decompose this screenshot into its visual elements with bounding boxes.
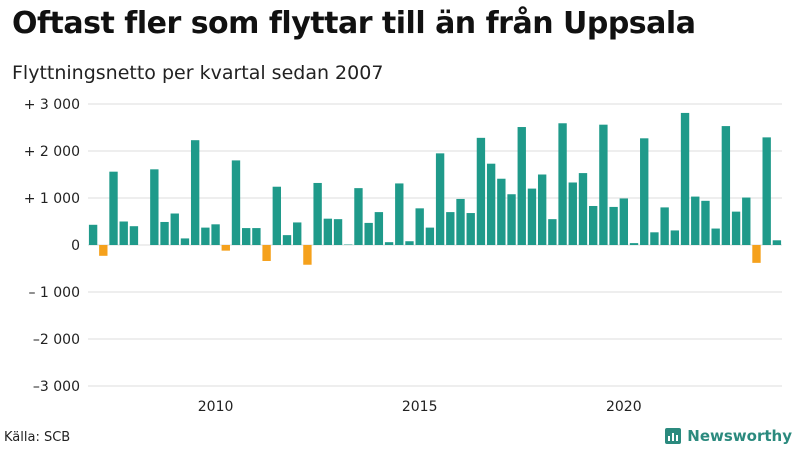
- bar: 2019 Q4: 810: [609, 206, 618, 245]
- bar: 2020 Q1: 990: [619, 198, 628, 245]
- bar: 2012 Q1: 480: [293, 222, 302, 245]
- bar: 2010 Q2: -120: [221, 245, 230, 251]
- bar: 2022 Q2: 350: [711, 228, 720, 245]
- bar: 2008 Q4: 490: [160, 221, 169, 245]
- bar: 2015 Q2: 370: [425, 227, 435, 245]
- bar: 2008 Q1: 400: [129, 226, 139, 245]
- bar: 2015 Q1: 780: [415, 208, 424, 245]
- bar: 2023 Q4: 100: [772, 240, 782, 245]
- bar: 2017 Q2: 1080: [507, 194, 516, 245]
- bar: 2011 Q1: 360: [252, 228, 261, 245]
- y-tick-label: + 2 000: [24, 144, 80, 160]
- bar: 2022 Q4: 710: [731, 211, 741, 245]
- bar: 2014 Q2: 60: [384, 242, 394, 245]
- bar: 2019 Q2: 830: [589, 205, 598, 245]
- bar: 2010 Q3: 1800: [231, 160, 241, 245]
- x-tick-label: 2020: [606, 399, 642, 415]
- bar: 2016 Q1: 980: [456, 198, 465, 245]
- bar: 2007 Q4: 500: [119, 221, 128, 245]
- newsworthy-icon: [665, 428, 682, 444]
- bar: 2020 Q4: 270: [650, 232, 659, 245]
- bar: 2010 Q4: 360: [242, 228, 251, 245]
- bar: 2009 Q4: 370: [201, 227, 210, 245]
- bar: 2014 Q1: 700: [374, 212, 384, 245]
- brand-logo: Newsworthy: [665, 427, 792, 445]
- y-tick-label: – 1 000: [28, 285, 80, 301]
- bar: 2007 Q3: 1560: [109, 171, 118, 245]
- bar: 2017 Q1: 1410: [497, 178, 506, 245]
- bar: 2021 Q2: 310: [670, 230, 680, 245]
- bar: 2023 Q3: 2290: [762, 137, 771, 245]
- bar: 2022 Q3: 2530: [721, 126, 731, 245]
- bar: 2023 Q2: -380: [752, 245, 761, 263]
- bar: 2012 Q2: -420: [303, 245, 312, 265]
- bar: 2013 Q3: 1210: [354, 188, 363, 245]
- bar: 2011 Q4: 210: [282, 235, 292, 245]
- bar: 2016 Q4: 1730: [486, 163, 496, 245]
- x-tick-label: 2010: [198, 399, 234, 415]
- bar: 2014 Q3: 1310: [395, 183, 404, 245]
- bar: 2012 Q3: 1320: [313, 182, 322, 245]
- bar: 2021 Q1: 800: [660, 207, 669, 245]
- bar: 2015 Q3: 1950: [435, 153, 445, 245]
- bar: 2023 Q1: 1010: [742, 197, 751, 245]
- bar: 2019 Q1: 1530: [578, 173, 588, 245]
- bar: 2010 Q1: 440: [211, 224, 220, 245]
- bar: 2013 Q1: 550: [333, 219, 343, 245]
- bar: 2009 Q3: 2230: [190, 140, 200, 245]
- chart-title: Oftast fler som flyttar till än från Upp…: [12, 6, 696, 41]
- x-tick-label: 2015: [402, 399, 438, 415]
- bar: 2018 Q2: 550: [548, 219, 557, 245]
- bar: 2012 Q4: 560: [323, 218, 333, 245]
- bar: 2009 Q1: 670: [170, 213, 179, 245]
- bar: 2020 Q3: 2270: [640, 138, 649, 245]
- bar: 2011 Q2: -340: [262, 245, 271, 261]
- bar: 2016 Q3: 2280: [476, 137, 486, 245]
- bar: 2007 Q2: -230: [99, 245, 108, 256]
- bar: 2020 Q2: 40: [629, 243, 639, 245]
- bar: 2014 Q4: 80: [405, 241, 414, 245]
- brand-name: Newsworthy: [687, 427, 792, 445]
- bar: 2017 Q4: 1200: [527, 188, 537, 245]
- bar: 2007 Q1: 430: [88, 224, 98, 245]
- bar: 2015 Q4: 700: [446, 212, 455, 245]
- y-tick-label: –2 000: [33, 332, 80, 348]
- bar: 2017 Q3: 2510: [517, 127, 526, 245]
- bar: 2008 Q3: 1610: [150, 169, 159, 245]
- bar: 2011 Q3: 1240: [272, 186, 281, 245]
- bar: 2021 Q4: 1030: [691, 196, 700, 245]
- y-tick-label: + 3 000: [24, 97, 80, 113]
- bar: 2022 Q1: 940: [701, 200, 710, 245]
- y-tick-label: –3 000: [33, 379, 80, 395]
- bar: 2018 Q1: 1500: [537, 174, 547, 245]
- y-tick-label: 0: [71, 238, 80, 254]
- bar: 2016 Q2: 680: [466, 213, 475, 245]
- bar: 2019 Q3: 2560: [599, 124, 608, 245]
- source-note: Källa: SCB: [4, 430, 71, 445]
- bar: 2018 Q3: 2590: [558, 123, 567, 245]
- bar: 2009 Q2: 140: [180, 238, 190, 245]
- bar: 2013 Q4: 470: [364, 222, 373, 245]
- bar: 2021 Q3: 2810: [680, 112, 690, 246]
- bar: 2018 Q4: 1330: [568, 182, 577, 245]
- y-tick-label: + 1 000: [24, 191, 80, 207]
- chart-subtitle: Flyttningsnetto per kvartal sedan 2007: [12, 62, 384, 84]
